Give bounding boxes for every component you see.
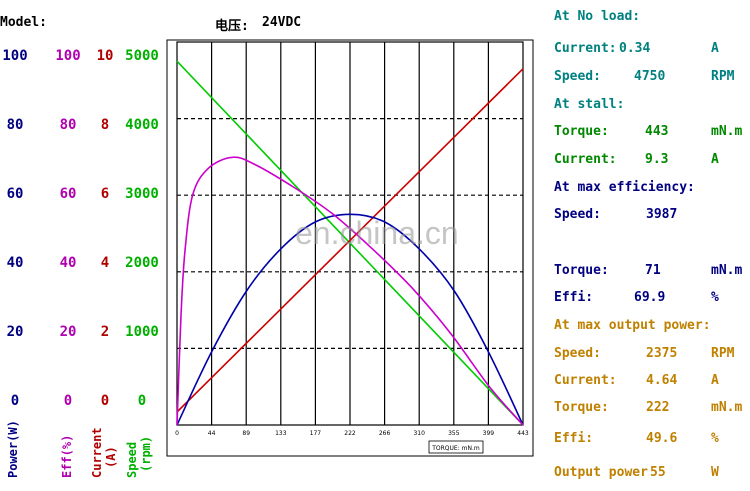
power-axis-tick: 80 — [6, 117, 24, 133]
max-power-unit: mN.m — [711, 400, 743, 415]
x-tick-labels: 0 44 89 133 177 222 266 310 355 399 443 — [175, 430, 529, 437]
stall-title: At stall: — [554, 97, 625, 112]
max-power-unit: A — [711, 373, 719, 388]
max-power-value: 49.6 — [646, 431, 678, 446]
no-load-value: 4750 — [634, 69, 666, 84]
max-power-label: Current: — [554, 373, 617, 388]
speed-curve — [176, 60, 524, 426]
eff-axis-tick: 0 — [63, 393, 73, 409]
max-power-value: 4.64 — [646, 373, 678, 388]
power-axis-tick: 60 — [6, 186, 24, 202]
eff-axis-tick: 80 — [59, 117, 77, 133]
x-tick-label: 310 — [413, 430, 425, 437]
max-eff-value: 3987 — [646, 207, 678, 222]
eff-curve — [176, 156, 524, 426]
max-power-unit: RPM — [711, 346, 735, 361]
speed-axis-name-line1: Speed — [125, 441, 139, 478]
voltage-label: 电压: — [215, 19, 249, 34]
x-tick-label: 222 — [344, 430, 356, 437]
speed-axis-tick: 0 — [137, 393, 147, 409]
max-eff-label: Effi: — [554, 290, 594, 305]
power-axis-name: Power(W) — [6, 420, 20, 478]
max-eff-value: 71 — [645, 263, 661, 278]
max-power-label: Torque: — [554, 400, 609, 415]
model-label: Model: — [0, 15, 47, 30]
max-eff-title: At max efficiency: — [554, 180, 695, 195]
no-load-value: 0.34 — [619, 41, 651, 56]
x-tick-label: 177 — [310, 430, 322, 437]
current-axis-tick: 0 — [100, 393, 110, 409]
no-load-title: At No load: — [554, 9, 641, 24]
current-axis-tick: 10 — [96, 48, 114, 64]
max-power-label: Effi: — [554, 431, 594, 446]
max-power-label: Output power — [554, 465, 648, 480]
speed-axis-tick: 4000 — [125, 117, 159, 133]
eff-axis-tick: 20 — [59, 324, 77, 340]
stall-label: Current: — [554, 152, 617, 167]
eff-axis-tick: 60 — [59, 186, 77, 202]
max-power-value: 55 — [650, 465, 666, 480]
current-axis-tick: 2 — [100, 324, 110, 340]
speed-axis-name: Speed (rpm) — [125, 436, 153, 478]
max-eff-label: Speed: — [554, 207, 601, 222]
speed-axis-tick: 1000 — [125, 324, 159, 340]
vertical-gridlines — [210, 42, 489, 425]
power-axis-tick: 20 — [6, 324, 24, 340]
speed-axis-tick: 2000 — [125, 255, 159, 271]
no-load-unit: A — [711, 41, 719, 56]
x-axis-label-box — [428, 440, 484, 454]
x-tick-label: 443 — [517, 430, 529, 437]
no-load-label: Current: — [554, 41, 617, 56]
power-axis-tick: 40 — [6, 255, 24, 271]
no-load-unit: RPM — [711, 69, 735, 84]
stall-value: 443 — [645, 124, 669, 139]
power-axis-tick: 100 — [2, 48, 28, 64]
stall-value: 9.3 — [645, 152, 669, 167]
current-axis-tick: 4 — [100, 255, 110, 271]
x-tick-label: 44 — [208, 430, 216, 437]
current-axis-name-line1: Current — [90, 427, 104, 478]
current-axis-name-line2: (A) — [104, 446, 118, 468]
power-curve — [176, 213, 524, 426]
max-power-value: 222 — [646, 400, 670, 415]
eff-axis-name: Eff(%) — [60, 434, 74, 478]
current-axis-tick: 8 — [100, 117, 110, 133]
max-eff-value: 69.9 — [634, 290, 666, 305]
speed-axis-tick: 3000 — [125, 186, 159, 202]
stall-unit: A — [711, 152, 719, 167]
max-power-title: At max output power: — [554, 318, 711, 333]
current-curve — [176, 68, 524, 413]
max-eff-unit: mN.m — [711, 263, 743, 278]
power-axis-tick: 0 — [10, 393, 20, 409]
stall-unit: mN.m — [711, 124, 743, 139]
max-power-unit: % — [711, 431, 719, 446]
x-tick-label: 133 — [275, 430, 287, 437]
max-eff-unit: % — [711, 290, 719, 305]
speed-axis-name-line2: (rpm) — [139, 435, 153, 472]
x-axis-label: TORQUE: mN.m — [431, 445, 480, 452]
max-eff-label: Torque: — [554, 263, 609, 278]
x-tick-label: 355 — [448, 430, 460, 437]
stall-label: Torque: — [554, 124, 609, 139]
voltage-value: 24VDC — [262, 15, 302, 30]
eff-axis-tick: 100 — [55, 48, 81, 64]
no-load-label: Speed: — [554, 69, 601, 84]
max-power-value: 2375 — [646, 346, 678, 361]
max-power-unit: W — [711, 465, 719, 480]
watermark: en.china.cn — [295, 215, 459, 251]
x-tick-label: 266 — [379, 430, 391, 437]
current-axis-tick: 6 — [100, 186, 110, 202]
x-tick-label: 399 — [483, 430, 495, 437]
speed-axis-tick: 5000 — [125, 48, 159, 64]
curves — [176, 60, 524, 426]
motor-performance-chart: 0 44 89 133 177 222 266 310 355 399 443 TORQUE: mN… — [166, 39, 534, 457]
max-power-label: Speed: — [554, 346, 601, 361]
x-tick-label: 0 — [175, 430, 179, 437]
x-tick-label: 89 — [242, 430, 250, 437]
horizontal-gridlines — [177, 117, 523, 349]
eff-axis-tick: 40 — [59, 255, 77, 271]
current-axis-name: Current (A) — [90, 427, 118, 478]
